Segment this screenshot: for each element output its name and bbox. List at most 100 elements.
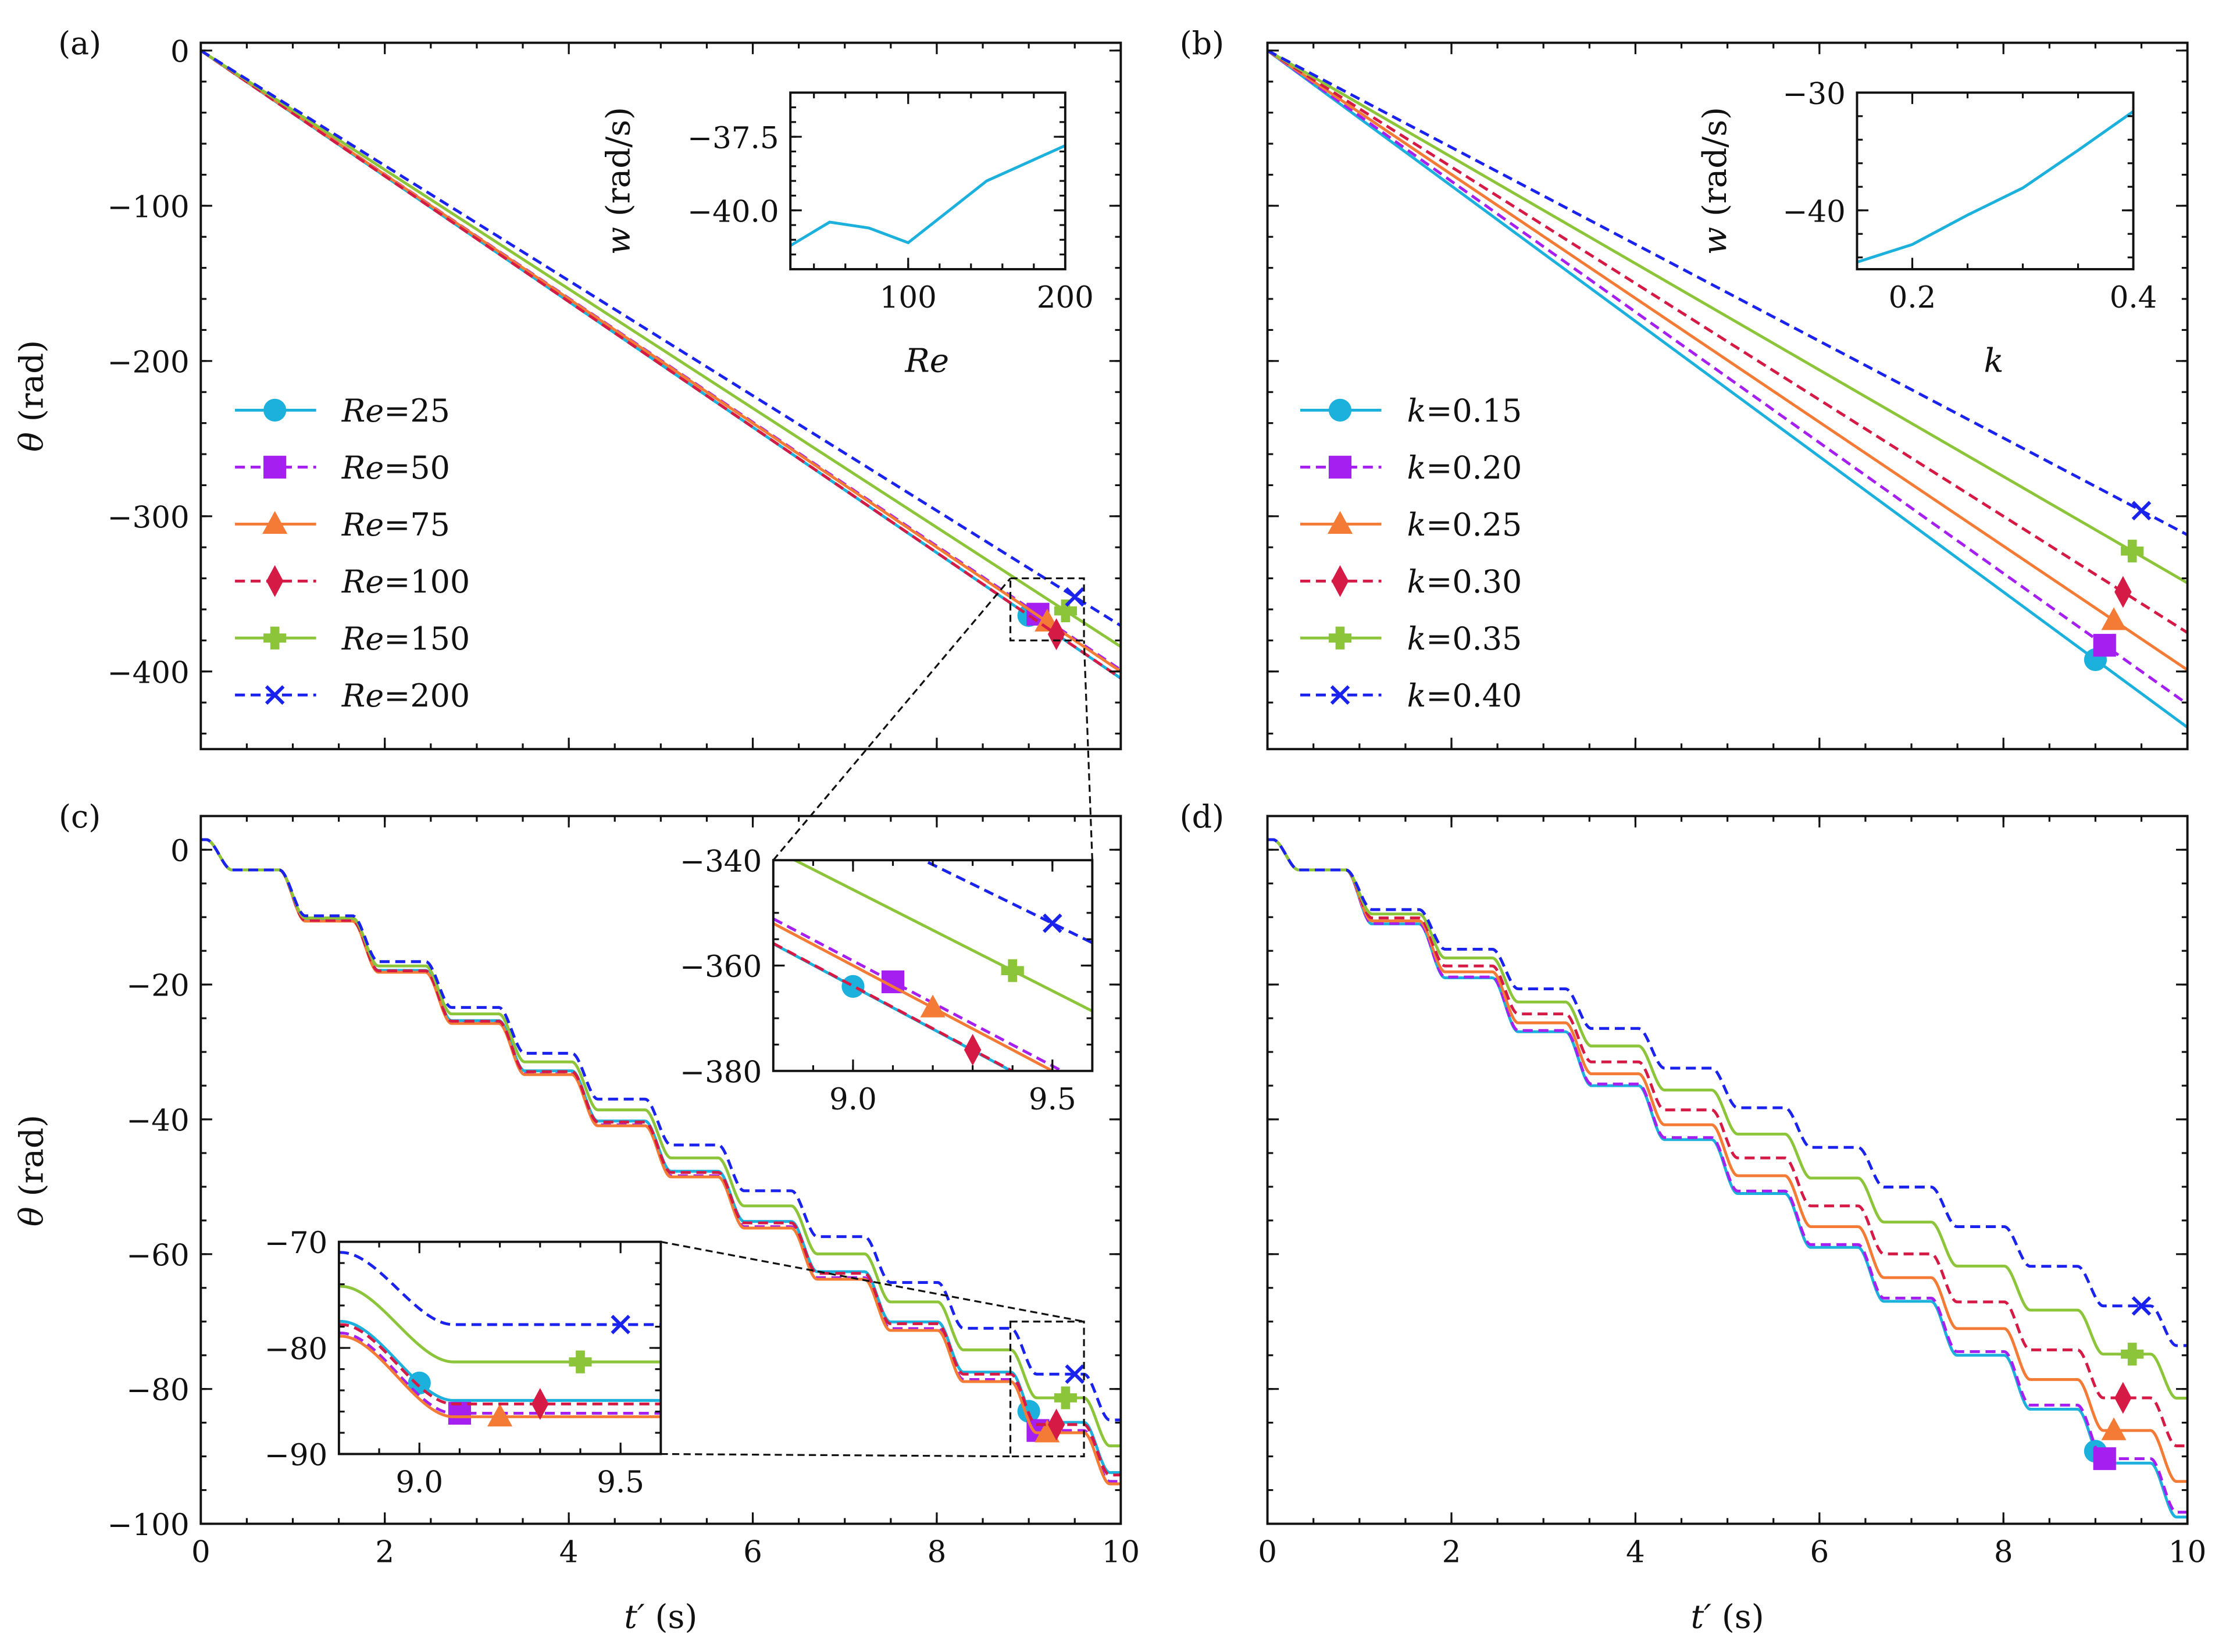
axis-label-unit: (rad) <box>13 1115 51 1207</box>
series-line <box>201 838 1121 1477</box>
x-marker <box>1065 1364 1085 1384</box>
x-marker <box>1043 914 1062 933</box>
axis-label-unit: (rad/s) <box>600 107 637 227</box>
axis-label-unit: (s) <box>645 1598 698 1636</box>
axes-background <box>790 92 1065 269</box>
series-line <box>1267 838 2188 1483</box>
y-tick-label: −40.0 <box>687 194 779 229</box>
triangle-marker <box>487 1403 513 1427</box>
plot-area <box>1267 838 2188 1519</box>
legend-entry: Re=100 <box>235 563 470 600</box>
axis-label-symbol: k <box>1984 342 2004 380</box>
y-tick-label: −340 <box>680 844 762 879</box>
axes-frame <box>772 859 1094 1072</box>
panel-label-b: (b) <box>1180 25 1225 62</box>
square-marker <box>2093 634 2116 657</box>
legend-label: k=0.40 <box>1407 677 1522 714</box>
inset-x-axis-label-a: Re <box>904 342 949 380</box>
x-marker <box>611 1315 630 1335</box>
legend-value: =200 <box>384 677 470 714</box>
diamond-marker <box>2114 576 2132 608</box>
axes-frame <box>789 91 1066 270</box>
legend-symbol: k <box>1407 677 1426 714</box>
triangle-marker <box>2101 607 2127 630</box>
axes-zoom_c: 9.0 9.5 −70 −80 −90 <box>265 1226 662 1500</box>
x-tick-label: 10 <box>2168 1535 2206 1570</box>
legend-value: =0.35 <box>1426 620 1522 657</box>
square-marker <box>448 1401 471 1425</box>
y-axis-label-a: θ (rad) <box>13 340 51 452</box>
x-tick-label: 8 <box>1994 1535 2013 1570</box>
axis-label-symbol: Re <box>904 342 949 380</box>
series-line <box>1267 49 2188 729</box>
axis-label-symbol: t′ <box>1691 1598 1712 1636</box>
panel-label-d: (d) <box>1180 798 1225 835</box>
legend-symbol: Re <box>341 677 384 714</box>
plus-marker <box>1328 626 1352 650</box>
series-line <box>201 49 1121 680</box>
legend-label: k=0.35 <box>1407 620 1522 657</box>
plot-area <box>790 144 1065 247</box>
triangle-marker <box>1327 511 1353 534</box>
diamond-marker <box>2114 1382 2132 1414</box>
plot-area <box>1267 49 2188 729</box>
y-tick-label: −40 <box>126 1104 190 1139</box>
axes-frame <box>337 1240 662 1455</box>
axis-label-unit: (rad) <box>13 340 51 432</box>
legend-symbol: Re <box>341 449 384 486</box>
legend-entry: k=0.35 <box>1300 620 1522 657</box>
x-tick-label: 200 <box>1037 280 1094 315</box>
legend-entry: k=0.40 <box>1300 677 1522 714</box>
x-tick-label: 9.0 <box>395 1465 443 1500</box>
triangle-marker <box>2101 1417 2127 1440</box>
legend-value: =75 <box>384 506 450 543</box>
x-tick-label: 100 <box>880 280 937 315</box>
legend-symbol: k <box>1407 620 1426 657</box>
plus-marker <box>1001 959 1024 982</box>
axis-label-symbol: t′ <box>624 1598 645 1636</box>
series-line <box>1267 838 2188 1400</box>
zoom-connector <box>772 577 1011 861</box>
legend-entry: Re=150 <box>235 620 470 657</box>
x-tick-label: 0 <box>191 1535 211 1570</box>
axes-frame <box>1856 91 2135 270</box>
series-line <box>338 1285 661 1364</box>
legend-symbol: k <box>1407 449 1426 486</box>
legend-value: =0.25 <box>1426 506 1522 543</box>
diamond-marker <box>1047 618 1065 651</box>
x-tick-label: 6 <box>743 1535 762 1570</box>
series-line <box>1267 838 2188 1514</box>
legend-label: Re=75 <box>341 506 450 543</box>
zoom-box-c <box>1009 1321 1085 1458</box>
series-line <box>201 838 1121 1422</box>
x-tick-label: 2 <box>375 1535 394 1570</box>
axes-d: 0 2 4 6 8 10 <box>1258 815 2206 1570</box>
legend-value: =0.40 <box>1426 677 1522 714</box>
axes-frame <box>1266 815 2189 1525</box>
x-tick-label: 9.0 <box>829 1082 877 1117</box>
legend-label: Re=200 <box>341 677 470 714</box>
legend-symbol: Re <box>341 393 384 429</box>
y-tick-label: −100 <box>108 1508 190 1543</box>
y-tick-label: −37.5 <box>687 121 779 156</box>
legend-label: k=0.30 <box>1407 563 1522 600</box>
x-tick-label: 0 <box>1258 1535 1277 1570</box>
plot-area <box>338 1251 661 1427</box>
series-line <box>1267 49 2188 672</box>
series-line <box>773 942 1015 1071</box>
y-tick-label: −80 <box>265 1332 328 1367</box>
axes-zoom_a: 9.0 9.5 −340 −360 −380 <box>680 844 1094 1117</box>
y-tick-label: −30 <box>1782 77 1846 112</box>
legend-entry: Re=25 <box>235 393 450 429</box>
x-tick-label: 6 <box>1810 1535 1829 1570</box>
series-line <box>338 1251 661 1326</box>
plus-marker <box>263 626 287 650</box>
plus-marker <box>569 1350 592 1373</box>
inset-y-axis-label-a: w (rad/s) <box>600 107 637 255</box>
axis-label-symbol: θ <box>13 432 51 452</box>
series-line <box>1267 838 2188 1347</box>
legend-entry: Re=50 <box>235 449 450 486</box>
zoom-connector <box>661 1241 1085 1323</box>
legend-b: k=0.15k=0.20k=0.25k=0.30k=0.35k=0.40 <box>1300 393 1522 714</box>
